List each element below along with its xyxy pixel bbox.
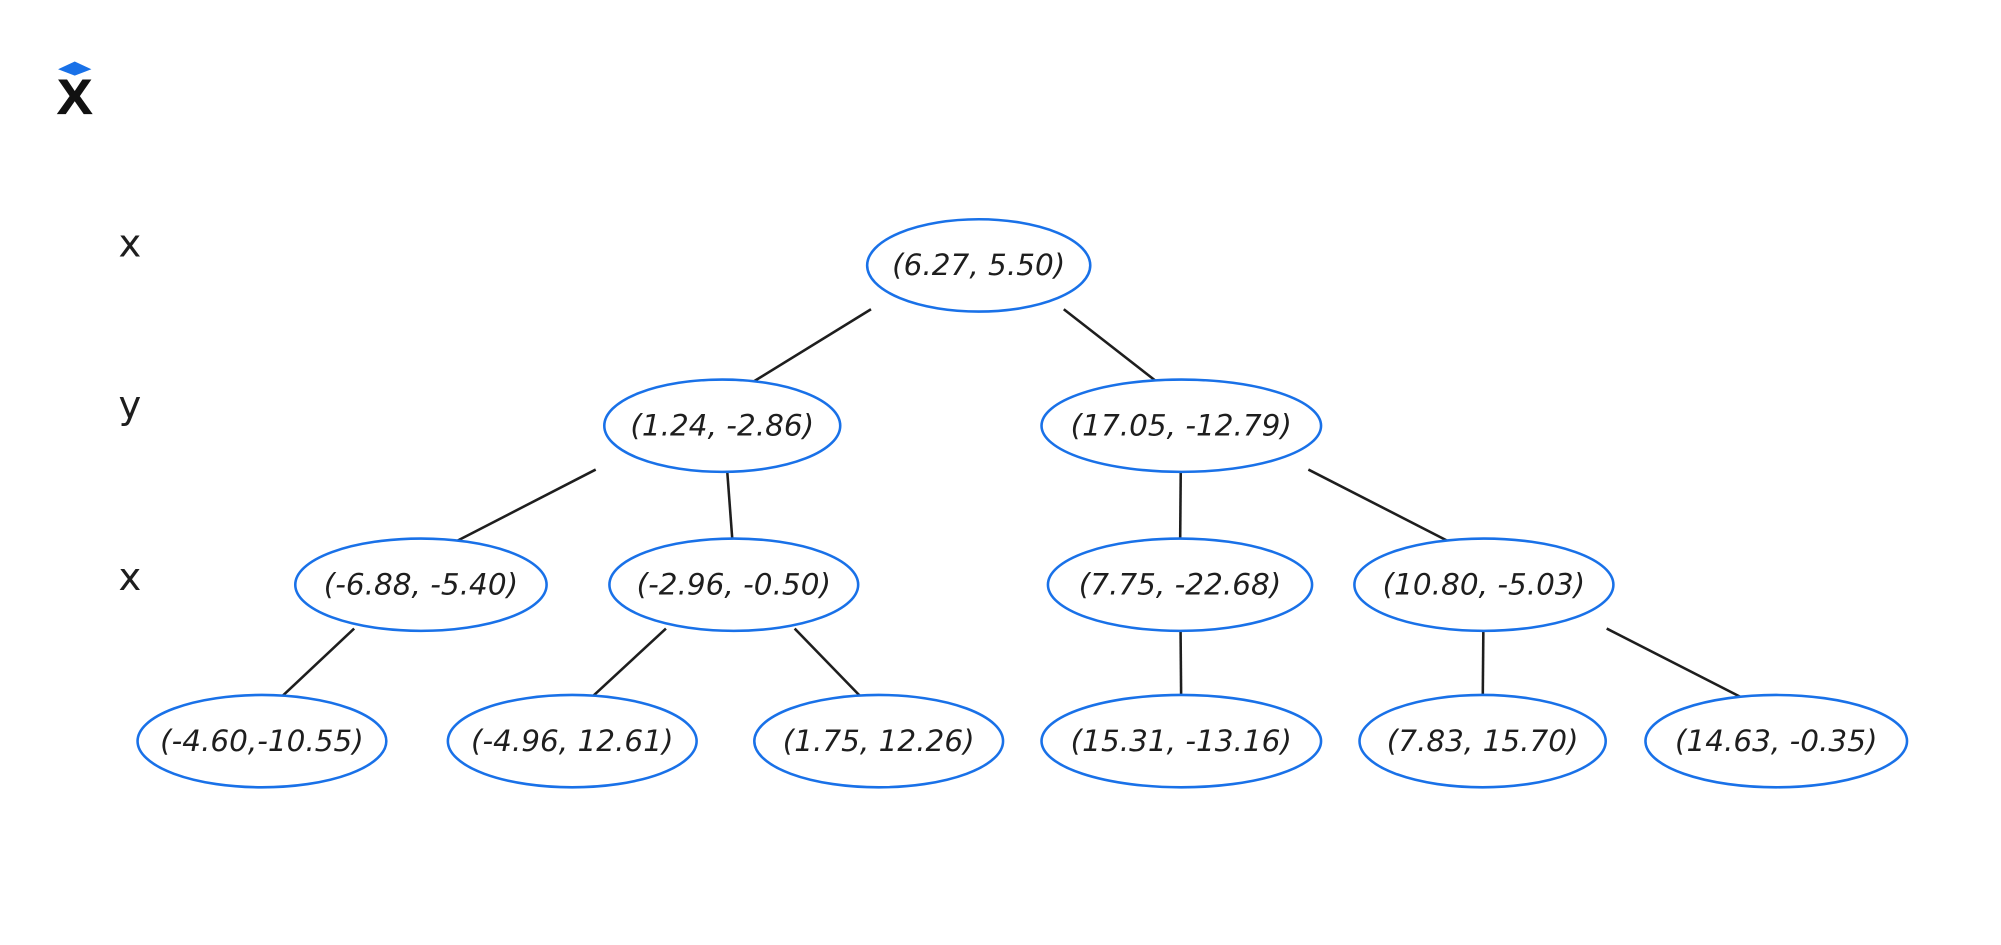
node-label: (-6.88, -5.40)	[324, 567, 518, 601]
edge	[1307, 468, 1449, 542]
edge	[1481, 628, 1485, 698]
tree-node: (7.75, -22.68)	[1046, 537, 1314, 633]
tree-node: (17.05, -12.79)	[1040, 378, 1323, 474]
node-ellipse	[1040, 693, 1323, 789]
edge	[1179, 628, 1183, 698]
edge	[1606, 627, 1742, 699]
node-label: (1.24, -2.86)	[630, 408, 814, 442]
tree-node: (7.83, 15.70)	[1358, 693, 1607, 789]
node-ellipse	[1353, 537, 1615, 633]
edge	[1178, 469, 1183, 541]
tree-node: (-2.96, -0.50)	[608, 537, 860, 633]
node-label: (6.27, 5.50)	[892, 248, 1065, 282]
node-label: (17.05, -12.79)	[1071, 408, 1292, 442]
tree-node: (6.27, 5.50)	[865, 217, 1092, 313]
level-label: y	[118, 383, 141, 428]
node-label: (-2.96, -0.50)	[637, 567, 831, 601]
node-label: (7.75, -22.68)	[1079, 567, 1281, 601]
tree-node: (1.24, -2.86)	[603, 378, 842, 474]
tree-node: (15.31, -13.16)	[1040, 693, 1323, 789]
edge	[1063, 308, 1158, 383]
edge	[456, 468, 597, 542]
node-ellipse	[1046, 537, 1314, 633]
node-label: (7.83, 15.70)	[1387, 724, 1579, 758]
node-ellipse	[446, 693, 698, 789]
node-ellipse	[1040, 378, 1323, 474]
edges	[280, 308, 1742, 699]
level-label: x	[118, 222, 141, 267]
node-ellipse	[753, 693, 1005, 789]
node-label: (1.75, 12.26)	[783, 724, 975, 758]
level-label: x	[118, 555, 141, 600]
edge	[590, 627, 667, 699]
tree-node: (14.63, -0.35)	[1644, 693, 1909, 789]
node-label: (10.80, -5.03)	[1383, 567, 1585, 601]
node-ellipse	[293, 537, 548, 633]
edge	[280, 627, 356, 699]
logo	[56, 61, 93, 115]
tree-node: (-4.60,-10.55)	[136, 693, 388, 789]
node-label: (-4.96, 12.61)	[471, 724, 673, 758]
nodes: (6.27, 5.50) (1.24, -2.86) (17.05, -12.79)…	[136, 217, 1909, 789]
edge	[793, 627, 863, 699]
tree-node: (-6.88, -5.40)	[293, 537, 548, 633]
level-labels: x y x	[118, 222, 141, 600]
node-ellipse	[1644, 693, 1909, 789]
tree-node: (1.75, 12.26)	[753, 693, 1005, 789]
tree-node: (10.80, -5.03)	[1353, 537, 1615, 633]
node-label: (15.31, -13.16)	[1071, 724, 1292, 758]
node-ellipse	[603, 378, 842, 474]
tree-node: (-4.96, 12.61)	[446, 693, 698, 789]
edge	[752, 308, 872, 383]
node-ellipse	[865, 217, 1092, 313]
node-ellipse	[1358, 693, 1607, 789]
edge	[725, 469, 734, 541]
node-ellipse	[608, 537, 860, 633]
node-label: (-4.60,-10.55)	[160, 724, 364, 758]
node-ellipse	[136, 693, 388, 789]
node-label: (14.63, -0.35)	[1675, 724, 1877, 758]
